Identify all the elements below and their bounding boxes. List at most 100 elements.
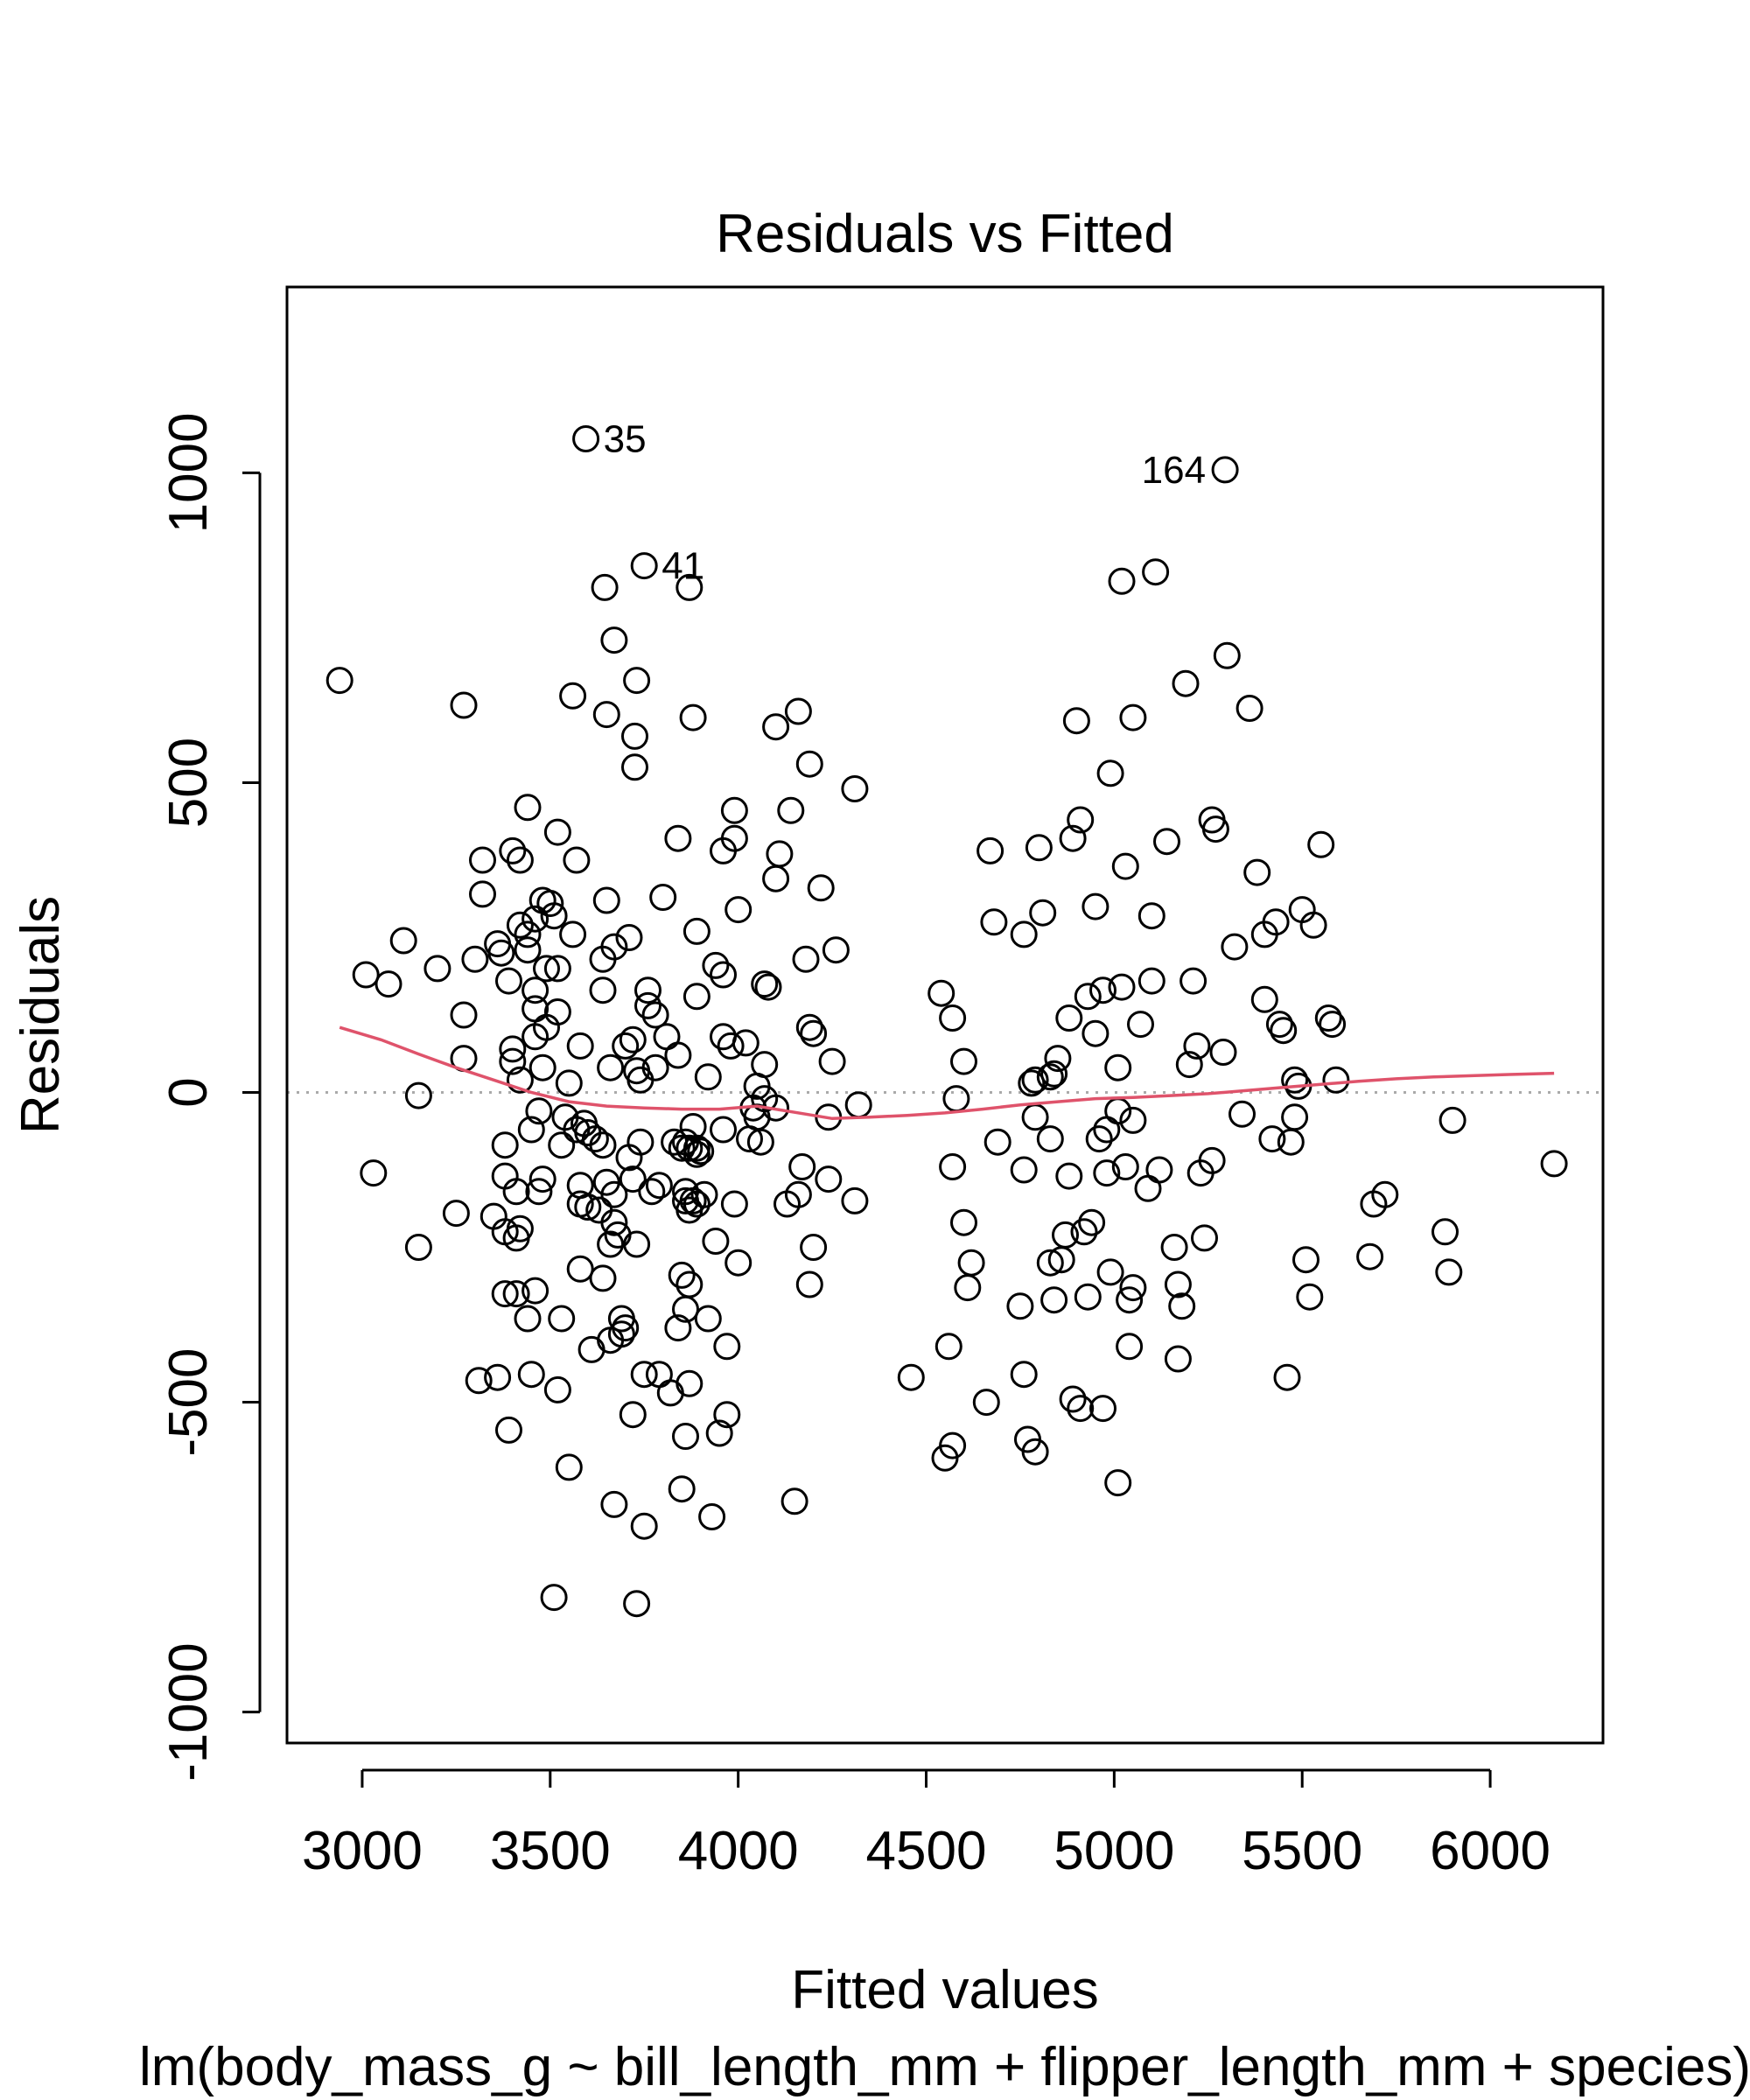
data-point — [780, 1488, 808, 1516]
outlier-labels: 35 41 164 — [604, 418, 1207, 588]
data-point — [1213, 641, 1241, 669]
data-point — [1142, 558, 1170, 586]
data-point — [465, 1367, 493, 1395]
data-point — [630, 1361, 658, 1389]
data-point — [607, 1320, 635, 1348]
data-point — [619, 1166, 647, 1194]
y-tick-label: -500 — [158, 1348, 219, 1457]
data-point — [1228, 1100, 1256, 1128]
data-point — [641, 1054, 669, 1082]
data-point — [818, 1047, 846, 1075]
data-point — [1104, 1054, 1132, 1082]
data-point — [649, 884, 677, 911]
data-point — [528, 1166, 556, 1194]
data-point — [682, 1190, 710, 1218]
x-tick-label: 4000 — [678, 1821, 799, 1881]
data-point — [540, 902, 568, 930]
data-point — [984, 1128, 1012, 1156]
data-point — [792, 945, 820, 973]
data-point — [679, 704, 707, 732]
data-point — [1006, 1292, 1034, 1320]
data-point — [600, 1490, 628, 1518]
data-point — [600, 626, 628, 654]
data-point — [589, 976, 617, 1004]
data-point — [976, 836, 1004, 864]
data-point — [543, 818, 571, 846]
data-point — [1036, 1249, 1064, 1277]
data-point — [1010, 920, 1038, 948]
x-axis: 3000 3500 4000 4500 5000 5500 6000 — [302, 1768, 1550, 1881]
data-point — [732, 1029, 760, 1057]
data-point — [841, 775, 869, 802]
data-point — [762, 713, 790, 741]
data-point — [615, 924, 643, 951]
data-point — [676, 573, 704, 601]
data-point — [1314, 1004, 1342, 1032]
data-point — [1025, 834, 1053, 862]
data-point — [514, 794, 542, 822]
data-point — [687, 1138, 715, 1166]
data-point — [563, 846, 591, 874]
data-point — [1018, 1069, 1046, 1097]
data-point — [1183, 1032, 1211, 1060]
data-point — [499, 1047, 527, 1075]
data-point — [751, 1051, 779, 1079]
data-point — [630, 1512, 658, 1540]
data-point — [1138, 967, 1166, 995]
data-point — [1198, 1146, 1226, 1174]
x-tick-label: 5500 — [1242, 1821, 1362, 1881]
data-point — [784, 697, 812, 725]
data-point — [559, 920, 587, 948]
data-point — [592, 886, 620, 914]
x-tick-label: 5000 — [1054, 1821, 1174, 1881]
data-point — [1299, 911, 1327, 939]
data-point — [1070, 1218, 1098, 1246]
data-point — [566, 1255, 594, 1283]
data-point — [1036, 1125, 1064, 1153]
data-point — [612, 1032, 640, 1060]
data-point — [682, 1134, 710, 1162]
data-point — [1062, 707, 1090, 735]
data-point — [517, 1361, 545, 1389]
data-point — [360, 1159, 388, 1187]
data-point — [784, 1180, 812, 1208]
data-point — [1116, 1333, 1144, 1361]
data-point — [1180, 967, 1208, 995]
data-point — [517, 1116, 545, 1144]
data-point — [720, 824, 748, 852]
data-point — [623, 1590, 651, 1618]
x-tick-label: 3500 — [490, 1821, 611, 1881]
data-point — [1059, 824, 1087, 852]
data-point — [950, 1208, 977, 1236]
data-point — [1319, 1011, 1347, 1039]
data-point — [1145, 1156, 1173, 1184]
y-tick-label: 0 — [158, 1077, 219, 1107]
data-point — [1119, 704, 1147, 732]
data-point — [1265, 1011, 1293, 1039]
data-point — [495, 1416, 522, 1444]
data-point — [664, 1314, 692, 1342]
data-point — [1432, 1218, 1459, 1246]
y-tick-label: 1000 — [158, 412, 219, 533]
data-points — [326, 425, 1568, 1618]
data-point — [676, 1369, 704, 1397]
data-point — [1082, 1019, 1110, 1047]
data-point — [1055, 1004, 1083, 1032]
x-tick-label: 6000 — [1430, 1821, 1550, 1881]
data-point — [1296, 1283, 1324, 1311]
data-point — [522, 976, 550, 1004]
data-point — [1021, 1438, 1049, 1466]
data-point — [600, 933, 628, 961]
data-point — [491, 1131, 519, 1159]
data-point — [807, 874, 835, 902]
data-point — [957, 1249, 985, 1277]
data-point — [1292, 1246, 1320, 1274]
data-point — [1067, 806, 1095, 834]
data-point — [710, 961, 737, 989]
data-point — [1036, 1063, 1064, 1091]
data-point — [1078, 1208, 1106, 1236]
data-point — [1209, 1039, 1237, 1066]
data-point — [682, 917, 710, 945]
